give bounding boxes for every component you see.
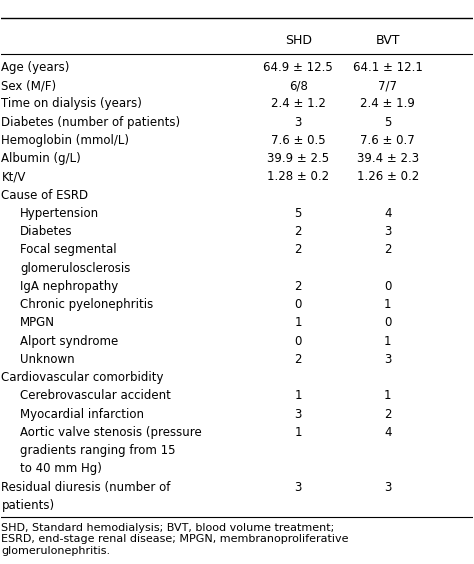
Text: 4: 4 — [384, 426, 392, 439]
Text: 1: 1 — [384, 389, 392, 402]
Text: Hypertension: Hypertension — [20, 207, 100, 220]
Text: 1.26 ± 0.2: 1.26 ± 0.2 — [356, 170, 419, 183]
Text: 1: 1 — [294, 426, 302, 439]
Text: 1: 1 — [384, 298, 392, 311]
Text: 1.28 ± 0.2: 1.28 ± 0.2 — [267, 170, 329, 183]
Text: 2.4 ± 1.9: 2.4 ± 1.9 — [360, 98, 415, 111]
Text: Albumin (g/L): Albumin (g/L) — [1, 152, 81, 165]
Text: Age (years): Age (years) — [1, 61, 70, 74]
Text: Myocardial infarction: Myocardial infarction — [20, 408, 144, 421]
Text: 2.4 ± 1.2: 2.4 ± 1.2 — [271, 98, 326, 111]
Text: 3: 3 — [294, 408, 302, 421]
Text: 3: 3 — [294, 481, 302, 494]
Text: 1: 1 — [294, 389, 302, 402]
Text: 2: 2 — [294, 280, 302, 293]
Text: 4: 4 — [384, 207, 392, 220]
Text: Cerebrovascular accident: Cerebrovascular accident — [20, 389, 171, 402]
Text: 1: 1 — [384, 334, 392, 347]
Text: 7.6 ± 0.5: 7.6 ± 0.5 — [271, 134, 326, 147]
Text: Time on dialysis (years): Time on dialysis (years) — [1, 98, 142, 111]
Text: 2: 2 — [294, 243, 302, 257]
Text: 6/8: 6/8 — [289, 79, 308, 92]
Text: 0: 0 — [294, 298, 302, 311]
Text: 5: 5 — [294, 207, 302, 220]
Text: IgA nephropathy: IgA nephropathy — [20, 280, 118, 293]
Text: MPGN: MPGN — [20, 316, 55, 329]
Text: 7.6 ± 0.7: 7.6 ± 0.7 — [360, 134, 415, 147]
Text: 64.1 ± 12.1: 64.1 ± 12.1 — [353, 61, 423, 74]
Text: Cause of ESRD: Cause of ESRD — [1, 188, 89, 202]
Text: 7/7: 7/7 — [378, 79, 397, 92]
Text: Hemoglobin (mmol/L): Hemoglobin (mmol/L) — [1, 134, 129, 147]
Text: 64.9 ± 12.5: 64.9 ± 12.5 — [264, 61, 333, 74]
Text: Focal segmental: Focal segmental — [20, 243, 117, 257]
Text: Kt/V: Kt/V — [1, 170, 26, 183]
Text: 39.9 ± 2.5: 39.9 ± 2.5 — [267, 152, 329, 165]
Text: 2: 2 — [294, 225, 302, 238]
Text: SHD: SHD — [285, 34, 312, 47]
Text: Sex (M/F): Sex (M/F) — [1, 79, 56, 92]
Text: 3: 3 — [384, 225, 392, 238]
Text: Unknown: Unknown — [20, 353, 75, 366]
Text: 5: 5 — [384, 116, 392, 129]
Text: 39.4 ± 2.3: 39.4 ± 2.3 — [357, 152, 419, 165]
Text: 3: 3 — [384, 353, 392, 366]
Text: 0: 0 — [294, 334, 302, 347]
Text: SHD, Standard hemodialysis; BVT, blood volume treatment;
ESRD, end-stage renal d: SHD, Standard hemodialysis; BVT, blood v… — [1, 523, 349, 556]
Text: Cardiovascular comorbidity: Cardiovascular comorbidity — [1, 371, 164, 384]
Text: 0: 0 — [384, 316, 392, 329]
Text: Residual diuresis (number of: Residual diuresis (number of — [1, 481, 171, 494]
Text: 2: 2 — [384, 408, 392, 421]
Text: 2: 2 — [384, 243, 392, 257]
Text: glomerulosclerosis: glomerulosclerosis — [20, 262, 131, 275]
Text: 3: 3 — [384, 481, 392, 494]
Text: patients): patients) — [1, 499, 55, 512]
Text: BVT: BVT — [375, 34, 400, 47]
Text: to 40 mm Hg): to 40 mm Hg) — [20, 462, 102, 475]
Text: 2: 2 — [294, 353, 302, 366]
Text: gradients ranging from 15: gradients ranging from 15 — [20, 444, 176, 457]
Text: 1: 1 — [294, 316, 302, 329]
Text: Diabetes (number of patients): Diabetes (number of patients) — [1, 116, 181, 129]
Text: 0: 0 — [384, 280, 392, 293]
Text: Chronic pyelonephritis: Chronic pyelonephritis — [20, 298, 154, 311]
Text: Alport syndrome: Alport syndrome — [20, 334, 118, 347]
Text: Aortic valve stenosis (pressure: Aortic valve stenosis (pressure — [20, 426, 202, 439]
Text: 3: 3 — [294, 116, 302, 129]
Text: Diabetes: Diabetes — [20, 225, 73, 238]
